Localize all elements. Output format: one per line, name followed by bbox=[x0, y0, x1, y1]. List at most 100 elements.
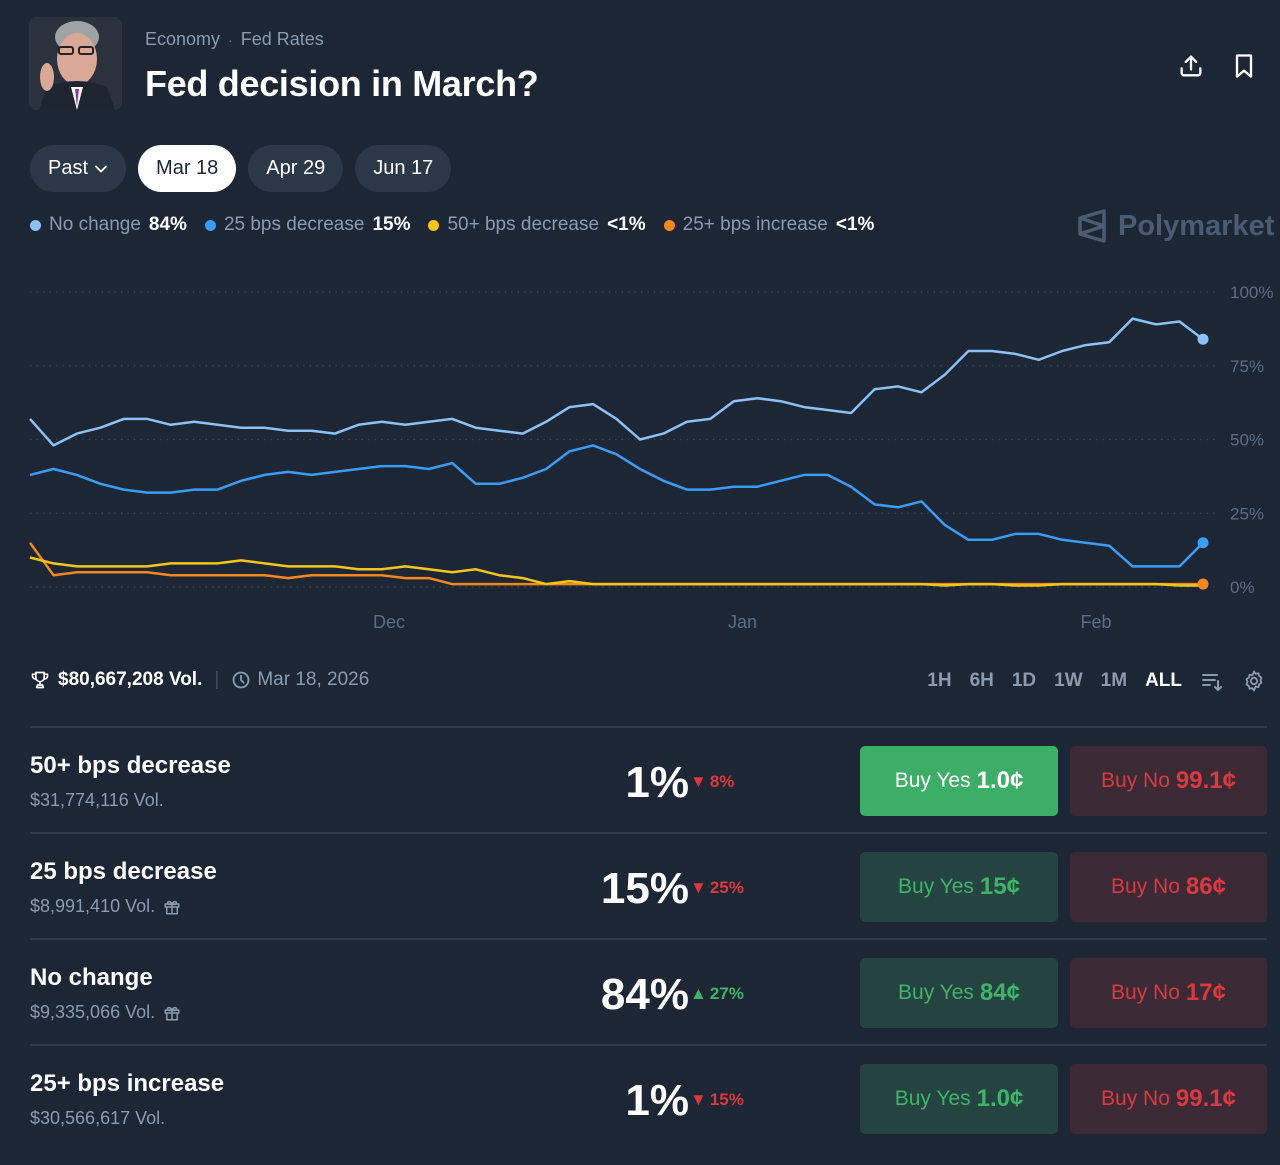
legend-dot-icon bbox=[428, 219, 440, 231]
outcome-probability: 84% bbox=[600, 970, 689, 1019]
y-tick-label: 50% bbox=[1230, 431, 1264, 450]
range-6h[interactable]: 6H bbox=[969, 670, 994, 691]
triangle-down-icon: ▼ bbox=[690, 1090, 707, 1109]
range-1d[interactable]: 1D bbox=[1011, 670, 1037, 691]
outcome-row[interactable]: 25+ bps increase $30,566,617 Vol. 1% ▼ 15… bbox=[30, 1044, 1267, 1150]
outcome-name: 50+ bps decrease bbox=[30, 752, 231, 779]
outcome-volume-text: $8,991,410 Vol. bbox=[30, 896, 156, 916]
buy-no-price: 99.1¢ bbox=[1175, 1085, 1236, 1112]
buy-yes-label: Buy Yes bbox=[894, 1087, 971, 1110]
series-line-50-bps-decrease bbox=[29, 556, 1203, 587]
time-range-selector: 1H 6H 1D 1W 1M ALL bbox=[927, 669, 1266, 693]
total-volume: $80,667,208 Vol. bbox=[58, 669, 203, 690]
outcome-change: ▼ 15% bbox=[690, 1090, 744, 1110]
breadcrumb-separator: · bbox=[228, 31, 233, 48]
series-end-dot bbox=[1197, 537, 1209, 549]
legend-item: 25+ bps increase <1% bbox=[663, 214, 875, 236]
legend-label: 25+ bps increase bbox=[682, 214, 828, 235]
price-history-chart[interactable]: 100% 75% 50% 25% 0% Dec Jan Feb bbox=[0, 270, 1280, 640]
range-all[interactable]: ALL bbox=[1145, 670, 1182, 691]
buy-no-price: 17¢ bbox=[1185, 979, 1226, 1006]
outcome-row[interactable]: 50+ bps decrease $31,774,116 Vol. 1% ▼ 8%… bbox=[30, 726, 1267, 832]
settings-gear-icon[interactable] bbox=[1242, 669, 1266, 693]
x-tick-label: Feb bbox=[1080, 612, 1111, 632]
breadcrumb-fed-rates[interactable]: Fed Rates bbox=[240, 29, 324, 49]
pill-label: Past bbox=[48, 157, 89, 179]
chart-legend: No change 84% 25 bps decrease 15% 50+ bp… bbox=[30, 214, 874, 236]
legend-label: 50+ bps decrease bbox=[447, 214, 600, 235]
buy-yes-button[interactable]: Buy Yes 1.0¢ bbox=[860, 1064, 1058, 1134]
polymarket-logo-icon bbox=[1078, 209, 1106, 243]
page-title: Fed decision in March? bbox=[145, 63, 539, 104]
buy-yes-label: Buy Yes bbox=[898, 875, 974, 898]
outcome-change: ▼ 8% bbox=[690, 772, 734, 792]
pill-apr-29[interactable]: Apr 29 bbox=[248, 145, 344, 192]
trophy-icon bbox=[31, 671, 49, 689]
pill-jun-17[interactable]: Jun 17 bbox=[355, 145, 452, 192]
buy-yes-button[interactable]: Buy Yes 1.0¢ bbox=[860, 746, 1058, 816]
sort-list-icon[interactable] bbox=[1200, 669, 1224, 693]
chevron-down-icon bbox=[95, 165, 107, 173]
outcome-probability: 1% bbox=[625, 1076, 689, 1125]
series-line-no-change bbox=[29, 317, 1204, 447]
series-line-25-bps-decrease bbox=[29, 444, 1204, 568]
outcome-volume-text: $30,566,617 Vol. bbox=[30, 1108, 166, 1128]
legend-item: 25 bps decrease 15% bbox=[204, 214, 411, 236]
market-header: Economy · Fed Rates Fed decision in Marc… bbox=[29, 17, 1269, 111]
legend-item: 50+ bps decrease <1% bbox=[428, 214, 646, 236]
buy-no-price: 86¢ bbox=[1185, 873, 1226, 900]
y-tick-label: 75% bbox=[1230, 357, 1264, 376]
buy-yes-price: 84¢ bbox=[979, 979, 1020, 1006]
buy-yes-button[interactable]: Buy Yes 84¢ bbox=[860, 958, 1058, 1028]
outcome-volume-text: $9,335,066 Vol. bbox=[30, 1002, 156, 1022]
legend-value: <1% bbox=[607, 214, 646, 235]
legend-item: No change 84% bbox=[30, 214, 187, 236]
market-meta: $80,667,208 Vol. | Mar 18, 2026 bbox=[30, 669, 369, 691]
buy-no-button[interactable]: Buy No 86¢ bbox=[1070, 852, 1267, 922]
series-end-dot bbox=[1197, 578, 1209, 590]
outcome-volume-text: $31,774,116 Vol. bbox=[30, 790, 164, 810]
gift-icon[interactable] bbox=[163, 1004, 181, 1022]
outcome-volume: $9,335,066 Vol. bbox=[30, 1002, 181, 1023]
buy-yes-price: 1.0¢ bbox=[976, 1085, 1024, 1112]
outcome-name: 25+ bps increase bbox=[30, 1070, 225, 1097]
buy-no-button[interactable]: Buy No 17¢ bbox=[1070, 958, 1267, 1028]
range-1m[interactable]: 1M bbox=[1100, 670, 1128, 691]
meta-separator: | bbox=[214, 669, 220, 690]
change-value: 8% bbox=[709, 772, 735, 791]
pill-mar-18[interactable]: Mar 18 bbox=[138, 145, 237, 192]
buy-no-label: Buy No bbox=[1111, 981, 1180, 1004]
range-1w[interactable]: 1W bbox=[1054, 670, 1083, 691]
gift-icon[interactable] bbox=[163, 898, 181, 916]
triangle-down-icon: ▼ bbox=[690, 878, 707, 897]
legend-value: 15% bbox=[372, 214, 411, 235]
clock-icon bbox=[232, 671, 250, 689]
change-value: 27% bbox=[709, 984, 744, 1003]
buy-no-button[interactable]: Buy No 99.1¢ bbox=[1070, 1064, 1267, 1134]
portrait-image bbox=[29, 17, 122, 110]
pill-past-dropdown[interactable]: Past bbox=[30, 145, 127, 192]
buy-no-label: Buy No bbox=[1101, 769, 1170, 792]
triangle-up-icon: ▲ bbox=[690, 984, 707, 1003]
buy-no-label: Buy No bbox=[1101, 1087, 1170, 1110]
outcome-probability: 15% bbox=[600, 864, 689, 913]
range-1h[interactable]: 1H bbox=[927, 670, 952, 691]
breadcrumb-economy[interactable]: Economy bbox=[145, 29, 221, 49]
chart-svg: 100% 75% 50% 25% 0% Dec Jan Feb bbox=[28, 283, 1273, 632]
legend-dot-icon bbox=[30, 219, 41, 231]
outcome-row[interactable]: 25 bps decrease $8,991,410 Vol. 15% ▼ 25%… bbox=[30, 832, 1267, 938]
legend-value: <1% bbox=[835, 214, 875, 235]
share-upload-icon[interactable] bbox=[1177, 52, 1205, 80]
outcome-row[interactable]: No change $9,335,066 Vol. 84% ▲ 27% Buy Y… bbox=[30, 938, 1267, 1044]
bookmark-icon[interactable] bbox=[1230, 52, 1258, 80]
buy-no-button[interactable]: Buy No 99.1¢ bbox=[1070, 746, 1267, 816]
outcome-volume: $8,991,410 Vol. bbox=[30, 896, 181, 917]
outcome-list: 50+ bps decrease $31,774,116 Vol. 1% ▼ 8%… bbox=[30, 726, 1267, 1150]
outcome-change: ▼ 25% bbox=[690, 878, 744, 898]
change-value: 15% bbox=[709, 1090, 744, 1109]
legend-label: 25 bps decrease bbox=[223, 214, 365, 235]
y-tick-label: 25% bbox=[1230, 504, 1264, 523]
buy-yes-button[interactable]: Buy Yes 15¢ bbox=[860, 852, 1058, 922]
outcome-name: 25 bps decrease bbox=[30, 858, 217, 885]
legend-dot-icon bbox=[663, 219, 675, 231]
